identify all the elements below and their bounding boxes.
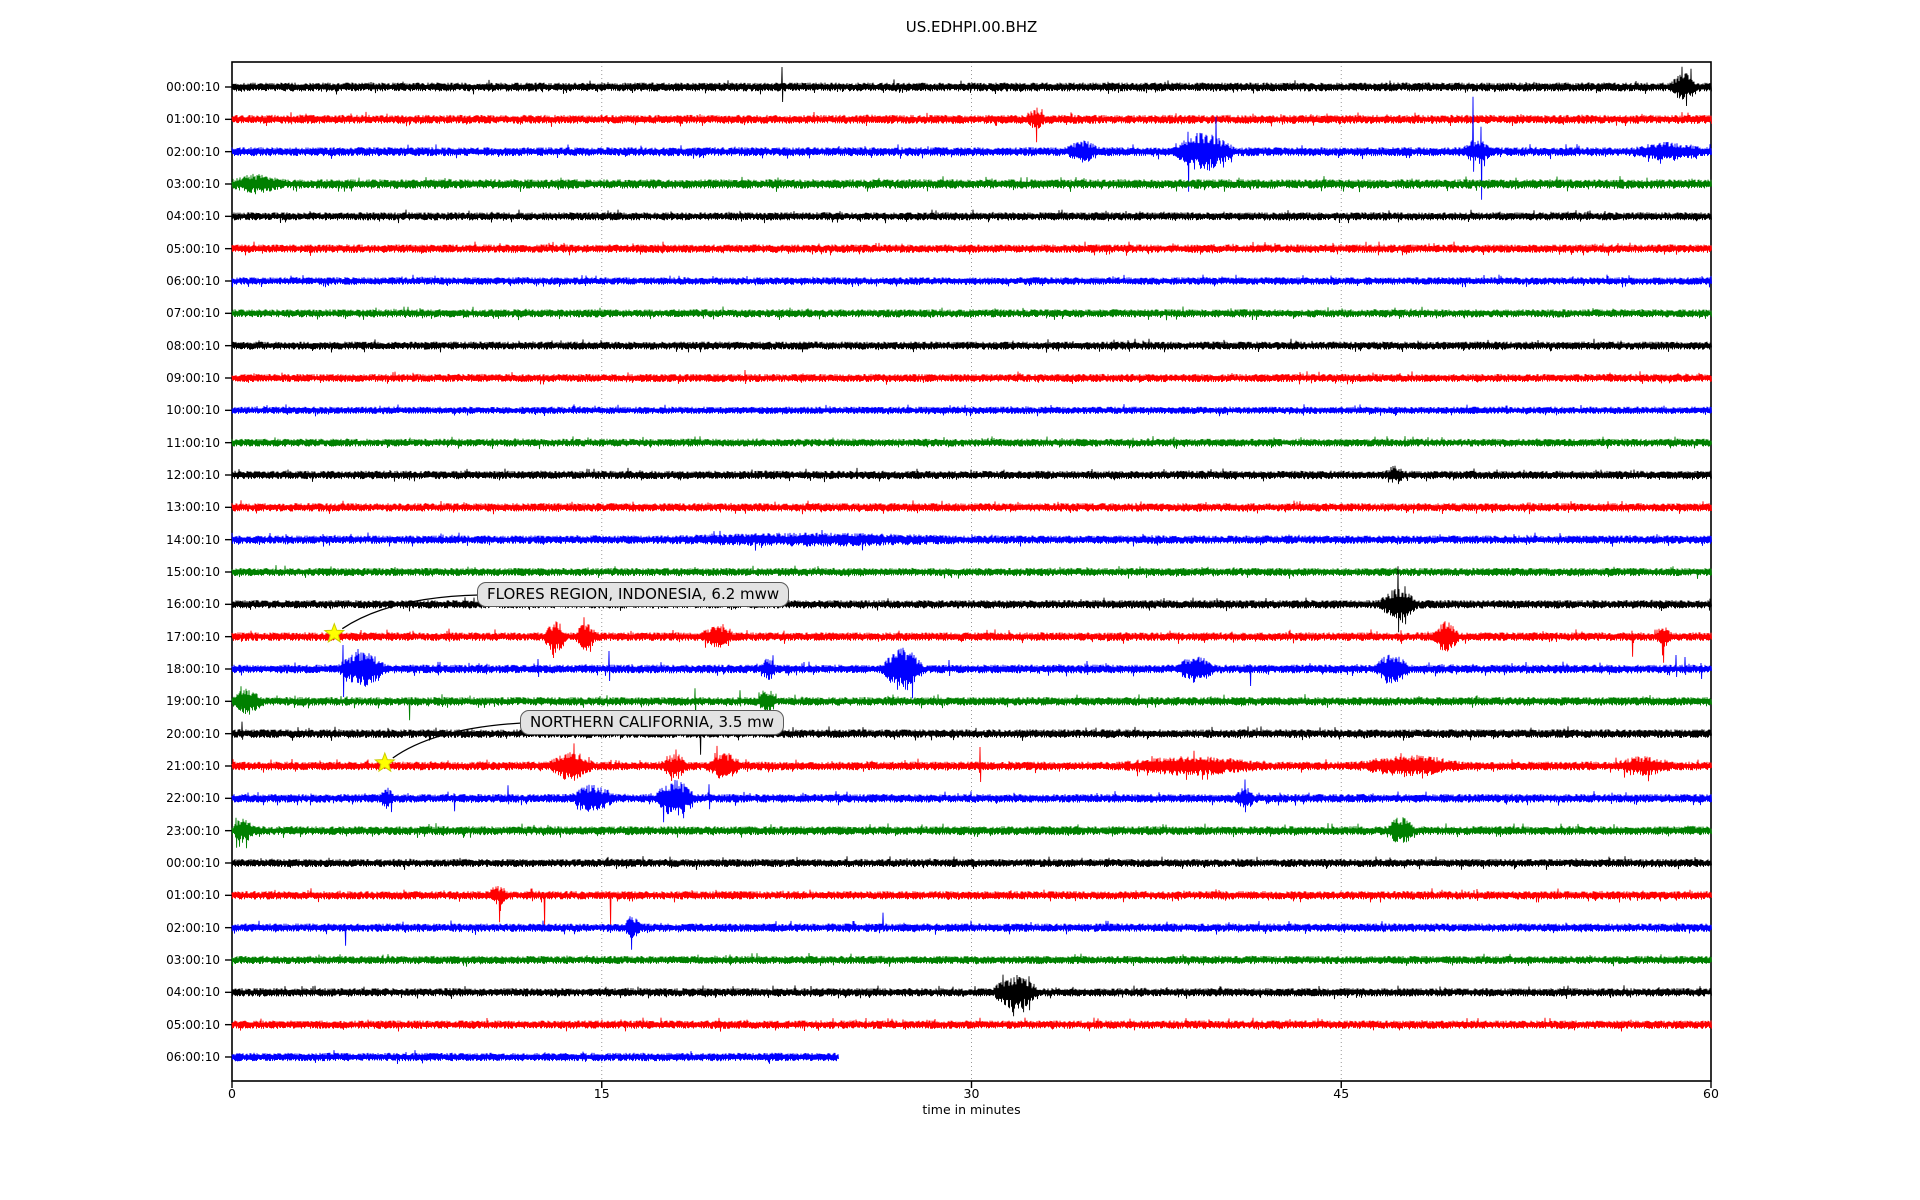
seismogram-trace bbox=[231, 952, 1712, 967]
seismogram-trace bbox=[231, 644, 1712, 699]
x-axis-title: time in minutes bbox=[922, 1102, 1021, 1117]
x-tick-label: 60 bbox=[1703, 1086, 1719, 1101]
seismogram-trace bbox=[231, 404, 1712, 417]
seismogram-trace bbox=[231, 107, 1712, 143]
seismogram-trace bbox=[231, 173, 1712, 195]
y-tick-label: 22:00:10 bbox=[166, 791, 220, 806]
y-tick-label: 11:00:10 bbox=[166, 435, 220, 450]
y-tick-label: 21:00:10 bbox=[166, 758, 220, 773]
seismogram-trace bbox=[231, 779, 1712, 823]
plot-title: US.EDHPI.00.BHZ bbox=[905, 18, 1038, 36]
annotation-arrow bbox=[392, 722, 523, 759]
seismogram-trace bbox=[231, 306, 1712, 321]
y-tick-label: 07:00:10 bbox=[166, 306, 220, 321]
x-tick-label: 0 bbox=[228, 1086, 236, 1101]
seismogram-trace bbox=[231, 974, 1712, 1017]
y-tick-label: 08:00:10 bbox=[166, 338, 220, 353]
seismogram-trace bbox=[231, 500, 1712, 515]
y-tick-label: 13:00:10 bbox=[166, 500, 220, 515]
y-tick-label: 04:00:10 bbox=[166, 209, 220, 224]
seismogram-trace bbox=[231, 241, 1712, 256]
y-tick-label: 04:00:10 bbox=[166, 985, 220, 1000]
y-tick-label: 20:00:10 bbox=[166, 726, 220, 741]
y-tick-label: 12:00:10 bbox=[166, 467, 220, 482]
x-tick-label: 45 bbox=[1333, 1086, 1350, 1101]
y-tick-label: 00:00:10 bbox=[166, 855, 220, 870]
y-tick-label: 06:00:10 bbox=[166, 273, 220, 288]
y-tick-label: 02:00:10 bbox=[166, 144, 220, 159]
y-tick-label: 16:00:10 bbox=[166, 597, 220, 612]
waveform-traces bbox=[231, 66, 1712, 1065]
y-tick-label: 19:00:10 bbox=[166, 694, 220, 709]
event-star-icon bbox=[373, 751, 396, 773]
annotation-northern-california: NORTHERN CALIFORNIA, 3.5 mw bbox=[520, 710, 785, 735]
y-tick-label: 01:00:10 bbox=[166, 888, 220, 903]
y-tick-label: 05:00:10 bbox=[166, 1017, 220, 1032]
y-tick-label: 02:00:10 bbox=[166, 920, 220, 935]
annotation-arrow bbox=[341, 594, 480, 630]
y-tick-label: 03:00:10 bbox=[166, 176, 220, 191]
seismogram-trace bbox=[231, 565, 1712, 579]
seismogram-trace bbox=[231, 566, 1712, 633]
seismogram-trace bbox=[231, 209, 1712, 224]
y-tick-label: 01:00:10 bbox=[166, 112, 220, 127]
seismogram-trace bbox=[231, 66, 1712, 107]
y-tick-label: 00:00:10 bbox=[166, 80, 220, 94]
y-tick-label: 14:00:10 bbox=[166, 532, 220, 547]
seismogram-trace bbox=[231, 465, 1712, 485]
seismogram-trace bbox=[231, 369, 1712, 385]
event-star-icon bbox=[323, 622, 346, 643]
y-tick-label: 15:00:10 bbox=[166, 564, 220, 579]
seismogram-trace bbox=[231, 885, 1712, 927]
y-tick-label: 18:00:10 bbox=[166, 661, 220, 676]
seismogram-trace bbox=[231, 1017, 1712, 1032]
y-tick-label: 03:00:10 bbox=[166, 952, 220, 967]
seismogram-trace bbox=[231, 743, 1712, 783]
x-tick-label: 15 bbox=[593, 1086, 610, 1101]
seismogram-trace bbox=[231, 912, 1712, 950]
y-tick-label: 06:00:10 bbox=[166, 1049, 220, 1064]
seismogram-trace bbox=[231, 721, 1712, 755]
seismogram-trace bbox=[231, 617, 1712, 663]
x-tick-label: 30 bbox=[963, 1086, 980, 1101]
seismogram-trace bbox=[231, 686, 1712, 721]
seismogram-trace bbox=[231, 856, 1712, 870]
seismogram-trace bbox=[231, 274, 1712, 288]
y-tick-label: 17:00:10 bbox=[166, 629, 220, 644]
y-tick-label: 10:00:10 bbox=[166, 403, 220, 418]
seismogram-trace bbox=[231, 436, 1712, 450]
seismogram-trace bbox=[231, 96, 1712, 200]
annotation-flores-region: FLORES REGION, INDONESIA, 6.2 mww bbox=[477, 582, 790, 607]
y-tick-label: 23:00:10 bbox=[166, 823, 220, 838]
seismogram-trace bbox=[231, 338, 1712, 353]
seismogram-trace bbox=[231, 1050, 839, 1065]
seismogram-trace bbox=[231, 529, 1712, 551]
y-tick-label: 09:00:10 bbox=[166, 370, 220, 385]
y-tick-label: 05:00:10 bbox=[166, 241, 220, 256]
seismogram-trace bbox=[231, 817, 1712, 849]
